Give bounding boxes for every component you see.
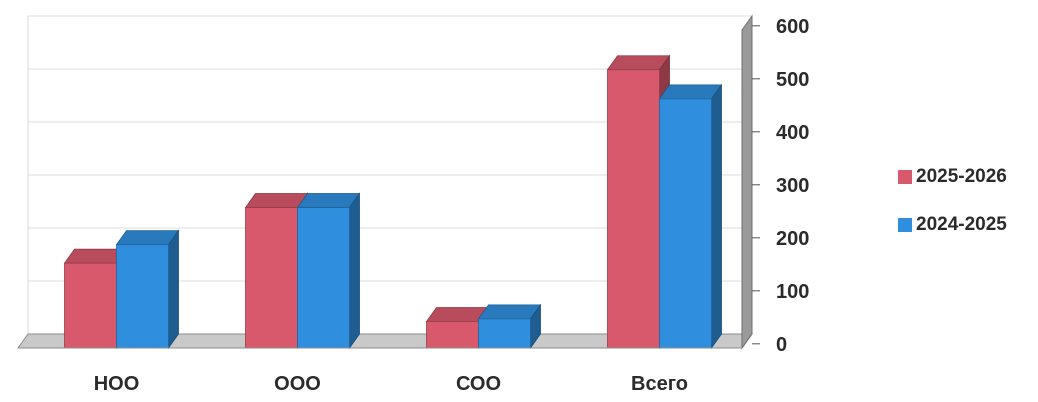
legend-swatch-series-1 — [898, 170, 912, 184]
bar-0-2 — [426, 321, 479, 349]
y-tick-label-1: 100 — [776, 281, 809, 303]
x-tick-label-0: НОО — [94, 373, 140, 395]
legend-swatch-series-2 — [898, 218, 912, 232]
bar-side-1-3 — [711, 83, 722, 350]
bar-1-1 — [297, 207, 350, 349]
bar-1-0 — [116, 244, 169, 349]
y-tick-label-2: 200 — [776, 228, 809, 250]
bar-top-1-3 — [658, 84, 723, 100]
bar-1-2 — [478, 318, 531, 349]
x-tick-label-2: СОО — [456, 373, 501, 395]
bar-0-3 — [607, 69, 660, 349]
y-tick-label-4: 400 — [776, 122, 809, 144]
bar-side-1-1 — [349, 192, 360, 350]
legend-item-series-2: 2024-2025 — [898, 210, 1007, 240]
y-tick-label-6: 600 — [776, 16, 809, 38]
y-tick-label-3: 300 — [776, 175, 809, 197]
legend-label-series-2: 2024-2025 — [916, 214, 1007, 235]
bar-top-1-1 — [296, 193, 361, 208]
legend-label-series-1: 2025-2026 — [916, 166, 1007, 187]
y-tick-label-5: 500 — [776, 69, 809, 91]
x-tick-label-1: ООО — [274, 373, 321, 395]
bar-side-1-0 — [168, 229, 179, 350]
bar-top-0-1 — [244, 193, 309, 208]
axis-side-wall — [741, 14, 753, 350]
bar-0-0 — [64, 262, 117, 349]
bar-0-1 — [245, 207, 298, 349]
bar-top-1-2 — [477, 304, 542, 320]
bar-1-3 — [659, 98, 712, 349]
bar-top-1-0 — [115, 230, 180, 246]
legend: 2025-2026 2024-2025 — [898, 162, 1007, 258]
bar-top-0-3 — [606, 55, 671, 71]
legend-item-series-1: 2025-2026 — [898, 162, 1007, 192]
x-tick-label-3: Всего — [631, 373, 688, 395]
y-tick-label-0: 0 — [776, 334, 787, 356]
